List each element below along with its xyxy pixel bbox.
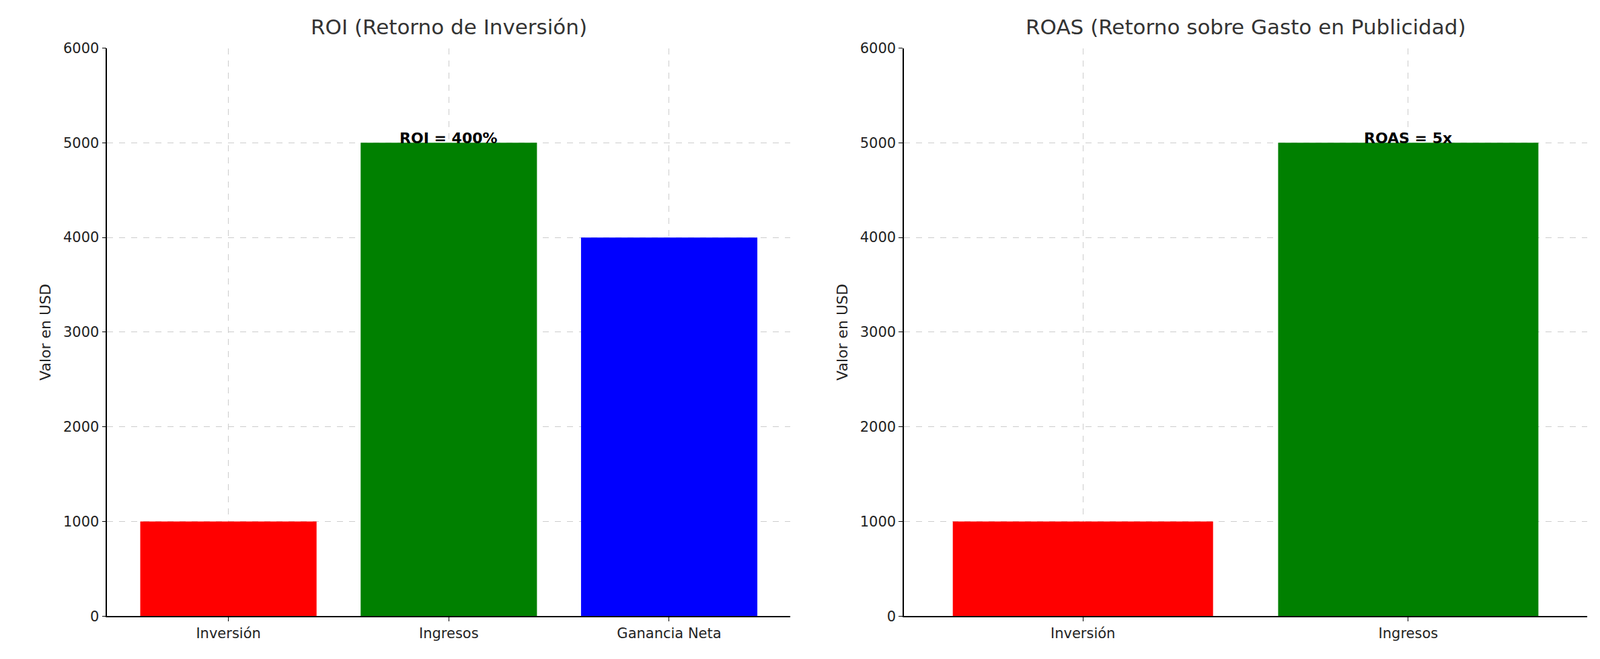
svg-text:Ingresos: Ingresos	[418, 625, 479, 642]
svg-text:4000: 4000	[63, 229, 99, 246]
svg-text:Valor en USD: Valor en USD	[833, 283, 851, 381]
svg-text:3000: 3000	[860, 324, 896, 341]
svg-text:Inversión: Inversión	[1050, 625, 1116, 642]
svg-text:5000: 5000	[63, 135, 99, 152]
svg-text:Ingresos: Ingresos	[1378, 625, 1439, 642]
svg-text:ROAS = 5x: ROAS = 5x	[1363, 129, 1453, 147]
svg-text:4000: 4000	[860, 229, 896, 246]
svg-text:1000: 1000	[63, 513, 99, 530]
svg-text:1000: 1000	[860, 513, 896, 530]
svg-text:ROI (Retorno de Inversión): ROI (Retorno de Inversión)	[310, 14, 588, 40]
svg-text:3000: 3000	[63, 324, 99, 341]
svg-text:Inversión: Inversión	[195, 625, 261, 642]
svg-text:ROAS (Retorno sobre Gasto en P: ROAS (Retorno sobre Gasto en Publicidad)	[1025, 14, 1467, 40]
svg-text:Ganancia Neta: Ganancia Neta	[616, 625, 721, 642]
svg-text:5000: 5000	[860, 135, 896, 152]
svg-text:ROI = 400%: ROI = 400%	[399, 129, 498, 147]
svg-text:6000: 6000	[63, 40, 99, 57]
svg-text:2000: 2000	[63, 418, 99, 436]
svg-text:2000: 2000	[860, 418, 896, 436]
svg-text:0: 0	[90, 608, 99, 625]
svg-text:0: 0	[887, 608, 896, 625]
svg-text:6000: 6000	[860, 40, 896, 57]
svg-text:Valor en USD: Valor en USD	[36, 283, 54, 381]
